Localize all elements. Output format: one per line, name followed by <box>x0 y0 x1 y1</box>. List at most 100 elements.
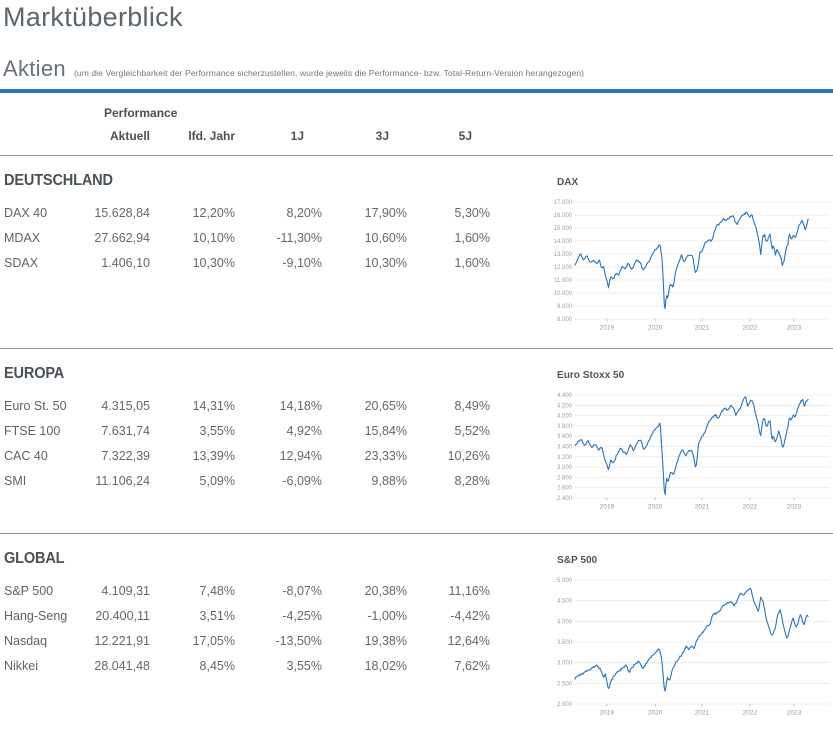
y-axis-label: 2.000 <box>557 702 573 708</box>
value-cell: 1,60% <box>454 256 490 271</box>
y-axis-label: 9.000 <box>557 304 573 310</box>
section-title: GLOBAL <box>4 550 65 568</box>
value-cell: -11,30% <box>276 231 322 246</box>
table-row: CAC 40 7.322,39 13,39% 12,94% 23,33% 10,26% <box>0 444 545 469</box>
value-cell: 19,38% <box>364 634 407 649</box>
y-axis-label: 15.000 <box>554 226 573 232</box>
y-axis-label: 4.500 <box>557 599 573 605</box>
y-axis-label: 13.000 <box>554 252 573 258</box>
value-cell: 17,05% <box>192 634 235 649</box>
chart-title: Euro Stoxx 50 <box>557 369 625 382</box>
value-cell: 18,02% <box>364 659 407 674</box>
y-axis-label: 2.800 <box>557 475 573 481</box>
table-header: Performance Aktuell lfd. Jahr 1J 3J 5J <box>0 93 833 155</box>
value-cell: 10,60% <box>364 231 407 246</box>
y-axis-label: 5.000 <box>557 578 573 584</box>
value-cell: -4,25% <box>282 609 322 624</box>
value-cell: 11.106,24 <box>95 474 150 489</box>
value-cell: 8,20% <box>286 206 322 221</box>
value-cell: -4,42% <box>450 609 490 624</box>
value-cell: 5,30% <box>454 206 490 221</box>
section-title: EUROPA <box>4 365 65 383</box>
value-cell: 11,16% <box>448 584 490 599</box>
subtitle-note: (um die Vergleichbarkeit der Performance… <box>73 68 585 79</box>
y-axis-label: 3.400 <box>557 445 573 451</box>
value-cell: 17,90% <box>364 206 407 221</box>
index-name: Nikkei <box>4 659 39 674</box>
y-axis-label: 3.600 <box>557 434 573 440</box>
y-axis-label: 16.000 <box>554 213 573 219</box>
y-axis-label: 3.000 <box>557 465 573 471</box>
value-cell: 10,30% <box>364 256 407 271</box>
value-cell: 5,09% <box>199 474 235 489</box>
table-row: S&P 500 4.109,31 7,48% -8,07% 20,38% 11,16% <box>0 579 545 604</box>
section-table: DEUTSCHLAND DAX 40 15.628,84 12,20% 8,20% 17… <box>0 156 545 348</box>
x-axis-label: 2023 <box>787 325 802 332</box>
chart-title: DAX <box>557 176 579 189</box>
x-axis-label: 2019 <box>600 710 615 717</box>
section-rows: S&P 500 4.109,31 7,48% -8,07% 20,38% 11,16% Ha… <box>0 579 545 679</box>
x-axis-label: 2022 <box>743 504 758 511</box>
value-cell: -1,00% <box>367 609 407 624</box>
column-header-5j: 5J <box>458 129 472 144</box>
accent-divider <box>0 89 833 94</box>
index-name: Euro St. 50 <box>4 399 67 414</box>
value-cell: 14,31% <box>192 399 235 414</box>
y-axis-label: 2.500 <box>557 681 573 687</box>
value-cell: 7.631,74 <box>101 424 150 439</box>
x-axis-label: 2023 <box>787 710 802 717</box>
y-axis-label: 3.500 <box>557 640 573 646</box>
value-cell: 12.221,91 <box>94 634 150 649</box>
y-axis-label: 11.000 <box>554 278 573 284</box>
value-cell: 20,65% <box>364 399 407 414</box>
value-cell: 1,60% <box>454 231 490 246</box>
value-cell: 9,88% <box>371 474 407 489</box>
x-axis-label: 2022 <box>743 325 758 332</box>
market-section: GLOBAL S&P 500 4.109,31 7,48% -8,07% 20,38% 1… <box>0 533 833 736</box>
value-cell: -13,50% <box>275 634 322 649</box>
value-cell: 12,64% <box>447 634 490 649</box>
value-cell: 10,30% <box>192 256 235 271</box>
x-axis-label: 2020 <box>648 325 663 332</box>
index-name: SDAX <box>4 256 39 271</box>
index-name: CAC 40 <box>4 449 48 464</box>
index-chart: 5.000 4.500 4.000 3.500 3.000 2.500 2.000 2019 2… <box>557 578 830 717</box>
index-name: SMI <box>4 474 27 489</box>
table-row: SDAX 1.406,10 10,30% -9,10% 10,30% 1,60% <box>0 251 545 276</box>
y-axis-label: 8.000 <box>557 317 573 323</box>
value-cell: -9,10% <box>282 256 322 271</box>
price-series <box>574 396 809 496</box>
value-cell: 4.109,31 <box>101 584 150 599</box>
value-cell: 27.662,94 <box>94 231 150 246</box>
x-axis-label: 2020 <box>648 710 663 717</box>
value-cell: -8,07% <box>282 584 322 599</box>
x-axis-label: 2019 <box>600 504 615 511</box>
performance-group-label: Performance <box>104 106 178 121</box>
index-name: MDAX <box>4 231 41 246</box>
y-axis-label: 3.000 <box>557 661 573 667</box>
value-cell: 1.406,10 <box>101 256 150 271</box>
index-name: Nasdaq <box>4 634 48 649</box>
market-section: EUROPA Euro St. 50 4.315,05 14,31% 14,18% 20… <box>0 348 833 533</box>
value-cell: 23,33% <box>364 449 407 464</box>
value-cell: 3,51% <box>199 609 235 624</box>
x-axis-label: 2021 <box>695 325 710 332</box>
y-axis-label: 10.000 <box>554 291 573 297</box>
chart-title: S&P 500 <box>557 554 598 567</box>
section-title: DEUTSCHLAND <box>4 172 113 190</box>
table-row: SMI 11.106,24 5,09% -6,09% 9,88% 8,28% <box>0 469 545 494</box>
x-axis-label: 2022 <box>743 710 758 717</box>
market-section: DEUTSCHLAND DAX 40 15.628,84 12,20% 8,20% 17… <box>0 155 833 348</box>
value-cell: 7,48% <box>199 584 235 599</box>
x-axis-label: 2020 <box>648 504 663 511</box>
column-header-1j: 1J <box>290 129 304 144</box>
value-cell: 20,38% <box>364 584 407 599</box>
y-axis-label: 3.200 <box>557 455 573 461</box>
section-table: GLOBAL S&P 500 4.109,31 7,48% -8,07% 20,38% 1… <box>0 534 545 736</box>
y-axis-label: 17.000 <box>554 200 573 206</box>
section-chart: Euro Stoxx 50 4.400 4.200 4.000 3.800 3.600 3… <box>545 349 833 533</box>
index-chart: 4.400 4.200 4.000 3.800 3.600 3.400 3.200 3.000… <box>557 393 830 511</box>
column-header-3j: 3J <box>375 129 389 144</box>
index-chart: 17.000 16.000 15.000 14.000 13.000 12.000 11.0… <box>554 200 830 332</box>
